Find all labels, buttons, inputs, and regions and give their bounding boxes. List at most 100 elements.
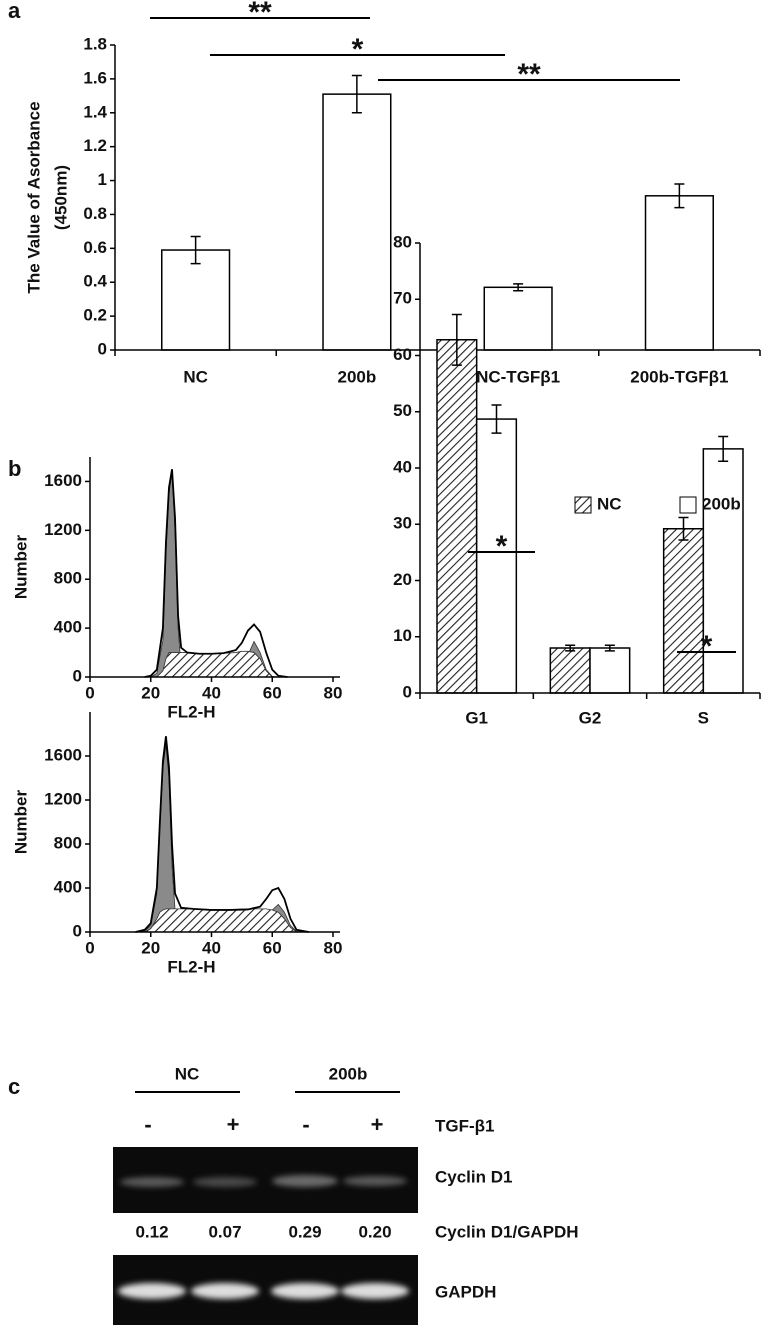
sign: + — [227, 1112, 240, 1137]
ratio: 0.29 — [288, 1222, 321, 1241]
x-tick-label: 80 — [324, 683, 343, 702]
y-tick-label: 0 — [403, 682, 412, 701]
y-tick-label: 1.4 — [83, 102, 107, 121]
y-axis-label: The Value of Asorbance — [24, 101, 43, 293]
bands — [120, 1175, 407, 1187]
x-tick-label: 20 — [141, 683, 160, 702]
error-bar — [351, 74, 362, 114]
y-tick-label: 1.8 — [83, 34, 107, 53]
y-tick-label: 1 — [98, 170, 107, 189]
x-tick-label: NC-TGFβ1 — [476, 367, 560, 386]
bar — [475, 418, 518, 694]
y-tick-label: 70 — [393, 289, 412, 308]
y-tick-label: 40 — [393, 457, 412, 476]
y-axis-label: (450nm) — [51, 165, 70, 230]
ratio: 0.20 — [358, 1222, 391, 1241]
y-tick-label: 0.4 — [83, 272, 107, 291]
sign: + — [371, 1112, 384, 1137]
panel-label: a — [8, 0, 21, 23]
row-label: Cyclin D1 — [435, 1167, 512, 1186]
row-label: GAPDH — [435, 1282, 496, 1301]
x-tick-label: 40 — [202, 683, 221, 702]
y-tick-label: 1600 — [44, 471, 82, 490]
error-bar — [678, 516, 689, 541]
y-tick-label: 20 — [393, 570, 412, 589]
y-tick-label: 0.2 — [83, 306, 107, 325]
bar — [322, 93, 392, 351]
bar — [161, 249, 231, 351]
x-tick-label: 200b-TGFβ1 — [630, 367, 728, 386]
error-bar — [674, 183, 685, 209]
y-tick-label: 50 — [393, 401, 412, 420]
x-axis-label: FL2-H — [167, 702, 215, 721]
error-bar — [513, 283, 524, 292]
y-tick-label: 800 — [54, 569, 82, 588]
panel-label: b — [8, 456, 21, 481]
x-tick-label: 60 — [263, 683, 282, 702]
histogram-area — [144, 469, 288, 678]
group-label: 200b — [329, 1064, 368, 1083]
x-tick-label: 80 — [324, 938, 343, 957]
x-tick-label: S — [698, 708, 709, 727]
y-tick-label: 800 — [54, 833, 82, 852]
x-tick-label: 40 — [202, 938, 221, 957]
x-tick-label: G1 — [465, 708, 488, 727]
bar — [483, 286, 553, 351]
bar — [436, 339, 478, 694]
y-tick-label: 80 — [393, 232, 412, 251]
error-bar — [190, 235, 201, 265]
y-tick-label: 1200 — [44, 789, 82, 808]
y-tick-label: 1200 — [44, 520, 82, 539]
y-tick-label: 0.6 — [83, 238, 107, 257]
x-tick-label: 0 — [85, 683, 94, 702]
treatment-label: TGF-β1 — [435, 1116, 494, 1135]
significance-mark: * — [352, 33, 364, 66]
y-axis-label: Number — [11, 535, 30, 600]
sign: - — [302, 1112, 309, 1137]
y-tick-label: 10 — [393, 626, 412, 645]
x-axis-label: FL2-H — [167, 957, 215, 976]
bar — [662, 528, 705, 694]
y-tick-label: 0 — [73, 666, 82, 685]
y-tick-label: 1.6 — [83, 68, 107, 87]
y-tick-label: 0 — [98, 339, 107, 358]
error-bar — [491, 404, 502, 434]
histogram-area — [144, 471, 288, 678]
bands — [118, 1283, 409, 1299]
y-tick-label: 60 — [393, 345, 412, 364]
ratio: 0.07 — [208, 1222, 241, 1241]
error-bar — [604, 644, 615, 652]
y-tick-label: 0 — [73, 921, 82, 940]
group-label: NC — [175, 1064, 200, 1083]
y-tick-label: 0.8 — [83, 204, 107, 223]
error-bar — [565, 644, 576, 652]
error-bar — [718, 435, 729, 462]
x-tick-label: 200b — [338, 367, 377, 386]
significance-mark: * — [701, 630, 713, 663]
significance-mark: ** — [248, 0, 272, 29]
x-tick-label: G2 — [579, 708, 602, 727]
error-bar — [451, 313, 462, 366]
legend-swatch — [574, 496, 592, 514]
legend-label: NC — [597, 494, 622, 513]
panel-c: c NC 200b - + - + TGF-β1 Cyclin D1 0.12 … — [8, 1064, 579, 1325]
significance-mark: * — [496, 530, 508, 563]
y-tick-label: 30 — [393, 514, 412, 533]
bar — [644, 195, 714, 351]
x-tick-label: NC — [183, 367, 208, 386]
histogram-area — [135, 736, 309, 933]
x-tick-label: 20 — [141, 938, 160, 957]
ratio: 0.12 — [135, 1222, 168, 1241]
y-tick-label: 1.2 — [83, 136, 107, 155]
y-tick-label: 1600 — [44, 745, 82, 764]
bar — [549, 647, 591, 694]
bar — [589, 647, 631, 694]
y-tick-label: 400 — [54, 618, 82, 637]
legend-swatch — [679, 496, 697, 514]
y-tick-label: 400 — [54, 877, 82, 896]
x-tick-label: 0 — [85, 938, 94, 957]
y-axis-label: Number — [11, 790, 30, 855]
ratio-label: Cyclin D1/GAPDH — [435, 1222, 579, 1241]
legend-label: 200b — [702, 494, 741, 513]
